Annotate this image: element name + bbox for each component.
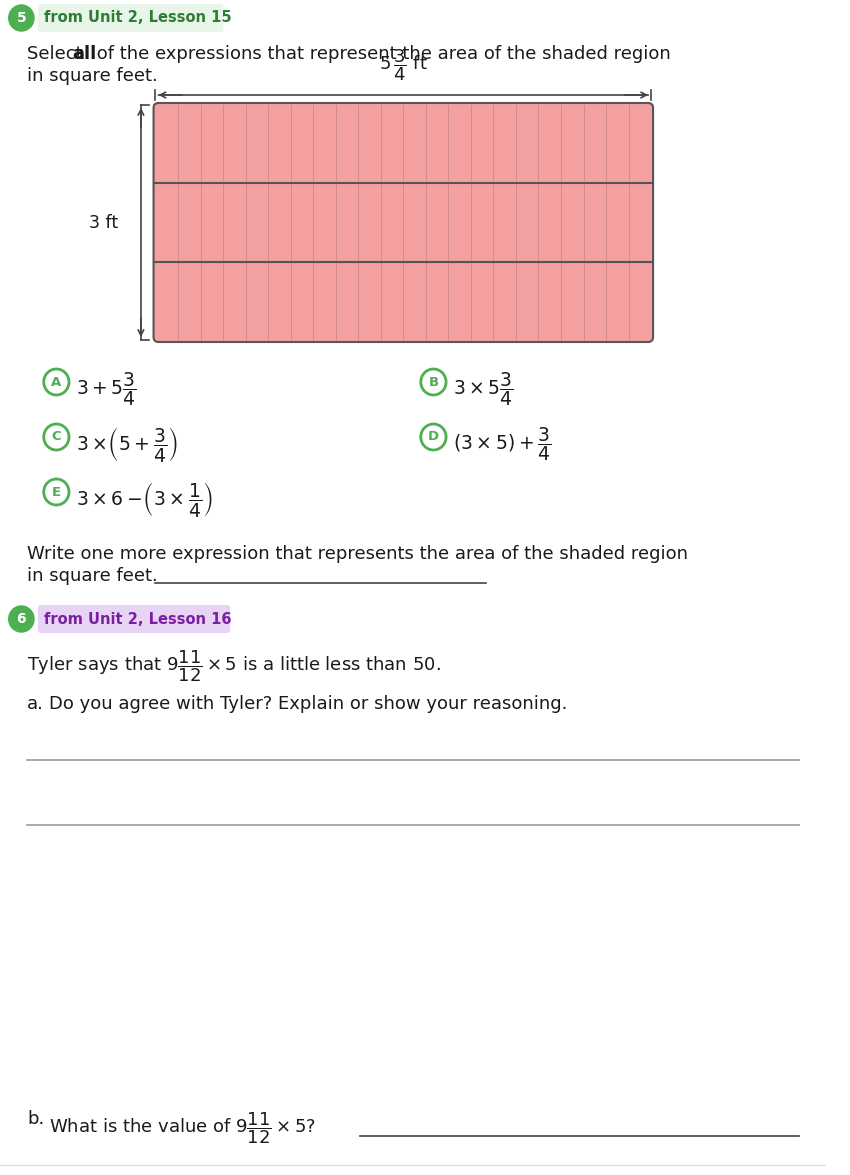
Text: from Unit 2, Lesson 16: from Unit 2, Lesson 16 <box>43 611 231 626</box>
Text: Do you agree with Tyler? Explain or show your reasoning.: Do you agree with Tyler? Explain or show… <box>48 694 567 713</box>
Text: A: A <box>51 376 61 389</box>
Text: Tyler says that $9\dfrac{11}{12} \times 5$ is a little less than 50.: Tyler says that $9\dfrac{11}{12} \times … <box>27 647 441 684</box>
Text: all: all <box>72 45 96 63</box>
Text: $3 \times 6 - \!\left(3 \times \dfrac{1}{4}\right)$: $3 \times 6 - \!\left(3 \times \dfrac{1}… <box>76 481 212 519</box>
Text: Write one more expression that represents the area of the shaded region: Write one more expression that represent… <box>27 545 689 563</box>
Text: E: E <box>52 485 61 498</box>
Text: 6: 6 <box>16 612 26 626</box>
FancyBboxPatch shape <box>38 4 224 32</box>
FancyBboxPatch shape <box>38 605 230 633</box>
Text: a.: a. <box>27 694 44 713</box>
Text: Select: Select <box>27 45 88 63</box>
Text: What is the value of $9\dfrac{11}{12} \times 5$?: What is the value of $9\dfrac{11}{12} \t… <box>48 1110 315 1146</box>
Text: 5: 5 <box>16 11 26 25</box>
Circle shape <box>8 5 34 31</box>
FancyBboxPatch shape <box>154 103 653 342</box>
Text: $5\,\dfrac{3}{4}$ ft: $5\,\dfrac{3}{4}$ ft <box>379 47 428 83</box>
Text: $3 \times 5\dfrac{3}{4}$: $3 \times 5\dfrac{3}{4}$ <box>453 370 513 408</box>
Text: B: B <box>428 376 439 389</box>
Text: from Unit 2, Lesson 15: from Unit 2, Lesson 15 <box>43 11 231 26</box>
Text: $(3 \times 5) + \dfrac{3}{4}$: $(3 \times 5) + \dfrac{3}{4}$ <box>453 425 552 463</box>
Circle shape <box>8 606 34 632</box>
Text: of the expressions that represent the area of the shaded region: of the expressions that represent the ar… <box>91 45 672 63</box>
Text: in square feet.: in square feet. <box>27 568 158 585</box>
Text: 3 ft: 3 ft <box>89 214 118 231</box>
Text: b.: b. <box>27 1110 44 1128</box>
Text: $3 \times \!\left(5 + \dfrac{3}{4}\right)$: $3 \times \!\left(5 + \dfrac{3}{4}\right… <box>76 425 178 464</box>
Text: $3 + 5\dfrac{3}{4}$: $3 + 5\dfrac{3}{4}$ <box>76 370 137 408</box>
Text: D: D <box>428 430 439 443</box>
Text: in square feet.: in square feet. <box>27 67 158 85</box>
Text: C: C <box>52 430 61 443</box>
